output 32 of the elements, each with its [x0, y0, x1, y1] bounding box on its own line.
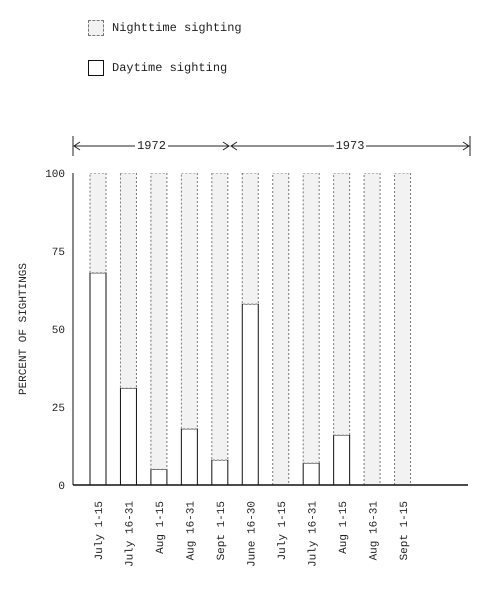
y-tick-label: 50 — [52, 324, 65, 337]
y-axis-title: PERCENT OF SIGHTINGS — [18, 262, 30, 396]
bar — [272, 173, 290, 485]
bar — [150, 173, 168, 470]
bar — [364, 173, 381, 485]
bar — [302, 173, 320, 464]
x-tick-label: Aug 16-31 — [186, 500, 198, 560]
bar — [180, 173, 198, 430]
x-tick-label: Aug 1-15 — [155, 501, 168, 554]
bar — [242, 173, 259, 305]
x-tick-label: July 16-31 — [124, 500, 137, 568]
x-tick-label: July 1-15 — [94, 501, 106, 560]
text: 1972 — [135, 139, 168, 153]
x-tick-label: Sept 1-15 — [398, 501, 411, 560]
x-tick-label: Aug 1-15 — [338, 501, 350, 554]
text: 1973 — [334, 139, 366, 153]
bar — [90, 173, 106, 274]
bar — [211, 173, 228, 461]
x-tick-label: June 16-30 — [246, 501, 258, 568]
x-tick-label: July 1-15 — [276, 501, 289, 560]
y-tick-label: 100 — [45, 168, 65, 181]
legend-label: Daytime sighting — [112, 61, 228, 75]
x-tick-label: Aug 16-31 — [368, 500, 380, 560]
y-tick-label: 75 — [52, 246, 65, 259]
x-tick-label: July 16-31 — [307, 500, 320, 568]
y-tick-label: 25 — [52, 402, 65, 415]
x-tick-label: Sept 1-15 — [216, 501, 228, 560]
legend-label: Nighttime sighting — [112, 21, 242, 35]
bar — [394, 173, 412, 485]
y-tick-label: 0 — [58, 480, 65, 493]
bar — [120, 173, 137, 389]
bar — [333, 173, 350, 436]
